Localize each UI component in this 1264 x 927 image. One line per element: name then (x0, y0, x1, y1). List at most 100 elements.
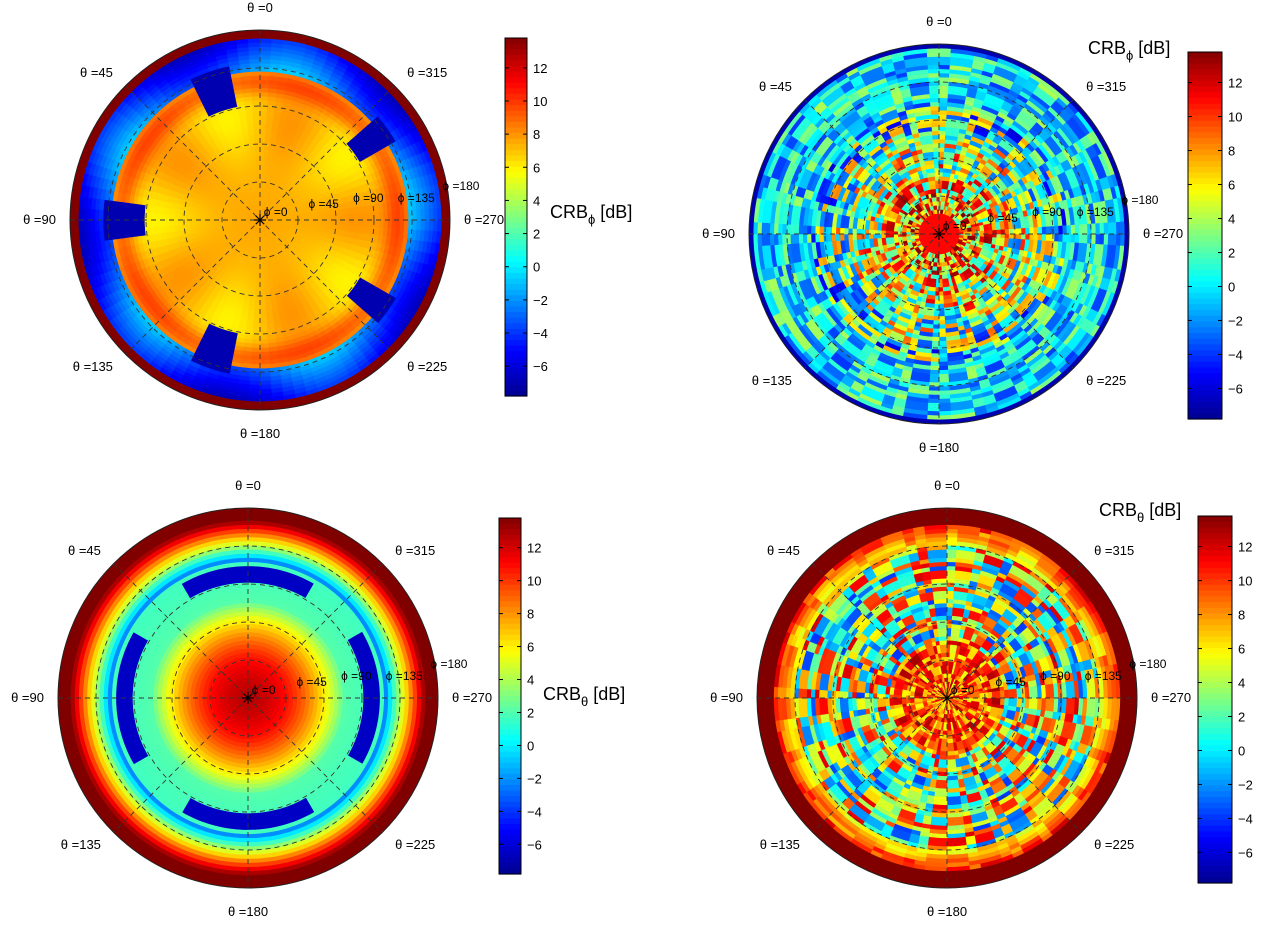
colorbar-segment (505, 105, 527, 112)
colorbar-tick-label: 4 (533, 193, 540, 208)
heatmap-cell (259, 54, 272, 60)
heatmap-cell (354, 213, 360, 221)
heatmap-cell (253, 124, 261, 130)
colorbar-segment (505, 205, 527, 213)
heatmap-cell (247, 396, 261, 403)
heatmap-cell (131, 219, 137, 229)
heatmap-cell (251, 343, 261, 349)
heatmap-cell (248, 42, 261, 48)
heatmap-cell (168, 213, 174, 221)
heatmap-cell (210, 219, 215, 224)
heatmap-cell (254, 137, 261, 143)
heatmap-cell (251, 347, 261, 353)
heatmap-cell (379, 219, 385, 229)
heatmap-cell (252, 166, 258, 172)
heatmap-cell (350, 219, 356, 227)
colorbar-segment (505, 60, 527, 67)
heatmap-cell (255, 273, 261, 279)
heatmap-cell (248, 380, 261, 386)
heatmap-cell (428, 208, 434, 221)
colorbar-segment (505, 172, 527, 179)
heatmap-cell (321, 219, 327, 225)
heatmap-cell (329, 219, 335, 226)
heatmap-cell (259, 384, 272, 390)
heatmap-cell (253, 306, 261, 312)
colorbar-segment (505, 351, 527, 358)
heatmap-cell (248, 392, 261, 398)
heatmap-cell (259, 339, 269, 345)
colorbar-segment (505, 312, 527, 319)
heatmap-cell (249, 145, 256, 151)
heatmap-cell (259, 87, 269, 93)
colorbar-segment (505, 250, 527, 257)
heatmap-cell (168, 219, 174, 227)
heatmap-cell (259, 359, 270, 365)
heatmap-cell (90, 219, 96, 232)
heatmap-cell (436, 219, 443, 233)
colorbar-segment (505, 317, 527, 324)
angle-label: θ =45 (80, 65, 113, 80)
heatmap-cell (329, 224, 335, 231)
heatmap-cell (321, 215, 327, 221)
heatmap-cell (148, 219, 154, 228)
heatmap-cell (259, 116, 268, 122)
colorbar-segment (505, 217, 527, 224)
heatmap-cell (259, 273, 265, 279)
heatmap-cell (259, 347, 269, 353)
colorbar-tick-label: 6 (533, 160, 540, 175)
heatmap-cell (337, 214, 343, 221)
colorbar-segment (505, 88, 527, 95)
ring-label: ϕ =180 (442, 179, 479, 193)
heatmap-cell (252, 108, 261, 114)
heatmap-cell (350, 213, 356, 221)
colorbar-segment (505, 93, 527, 101)
heatmap-cell (342, 214, 348, 221)
colorbar-segment (505, 49, 527, 56)
heatmap-cell (82, 219, 88, 232)
heatmap-cell (252, 116, 261, 122)
heatmap-cell (259, 363, 271, 370)
colorbar-segment (505, 384, 527, 392)
heatmap-cell (346, 219, 352, 227)
heatmap-cell (259, 310, 267, 316)
colorbar-segment (505, 323, 527, 330)
heatmap-cell (249, 289, 256, 295)
heatmap-cell (259, 269, 264, 275)
heatmap-cell (259, 58, 271, 64)
heatmap-cell (115, 219, 121, 230)
heatmap-cell (317, 219, 323, 225)
heatmap-cell (110, 219, 117, 231)
heatmap-cell (250, 79, 261, 85)
heatmap-cell (432, 219, 438, 232)
heatmap-cell (321, 211, 327, 217)
heatmap-cell (420, 219, 426, 232)
heatmap-cell (156, 212, 162, 221)
heatmap-cell (250, 359, 261, 365)
heatmap-cell (259, 161, 265, 167)
colorbar-segment (505, 155, 527, 162)
heatmap-cell (259, 128, 267, 134)
heatmap-cell (181, 214, 187, 221)
heatmap-cell (358, 212, 364, 221)
heatmap-cell (253, 120, 261, 126)
heatmap-cell (387, 211, 393, 221)
heatmap-cell (424, 208, 430, 221)
colorbar-tick-label: 10 (533, 94, 547, 109)
heatmap-cell (263, 281, 269, 287)
heatmap-cell (254, 132, 261, 138)
heatmap-cell (312, 212, 319, 217)
colorbar-tick-label: 8 (533, 127, 540, 142)
heatmap-cell (248, 50, 261, 56)
heatmap-cell (259, 376, 271, 382)
heatmap-cell (337, 219, 343, 226)
heatmap-cell (259, 75, 270, 81)
heatmap-cell (185, 209, 191, 216)
heatmap-cell (416, 209, 422, 221)
colorbar-tick-label: 0 (533, 260, 540, 275)
heatmap-cell (264, 289, 271, 295)
colorbar-segment (505, 138, 527, 145)
heatmap-cell (399, 219, 405, 230)
colorbar-tick-label: −4 (533, 326, 548, 341)
